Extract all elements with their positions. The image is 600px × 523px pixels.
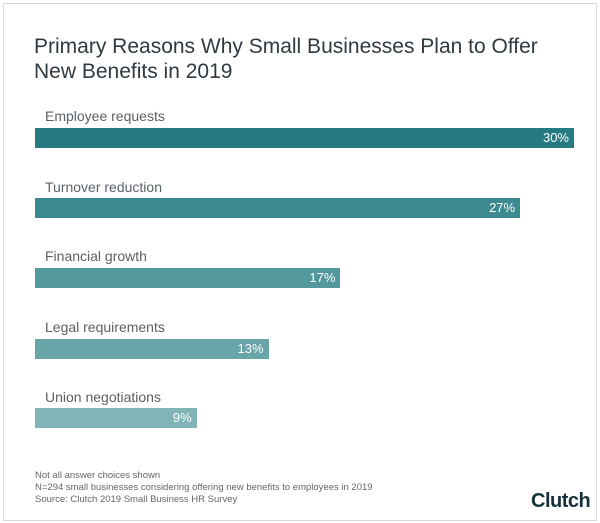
footnote: Not all answer choices shown	[35, 470, 161, 481]
footnotes: Not all answer choices shown N=294 small…	[35, 470, 373, 506]
footnote: N=294 small businesses considering offer…	[35, 482, 373, 493]
category-label: Legal requirements	[45, 319, 165, 335]
data-label: 27%	[489, 200, 516, 215]
chart-title: Primary Reasons Why Small Businesses Pla…	[34, 35, 538, 83]
data-label: 13%	[237, 341, 264, 356]
bar: 9%	[35, 408, 197, 428]
category-label: Financial growth	[45, 248, 147, 264]
source-note: Source: Clutch 2019 Small Business HR Su…	[35, 494, 238, 505]
bar: 13%	[35, 339, 269, 359]
chart-card: Primary Reasons Why Small Businesses Pla…	[3, 3, 597, 521]
data-label: 17%	[309, 270, 336, 285]
category-label: Employee requests	[45, 108, 165, 124]
bar: 17%	[35, 268, 341, 288]
bar: 27%	[35, 198, 521, 218]
category-label: Union negotiations	[45, 389, 161, 405]
bar: 30%	[35, 128, 574, 148]
clutch-logo: Clutch	[531, 490, 591, 512]
category-label: Turnover reduction	[45, 179, 162, 195]
data-label: 9%	[172, 410, 192, 425]
data-label: 30%	[542, 130, 569, 145]
